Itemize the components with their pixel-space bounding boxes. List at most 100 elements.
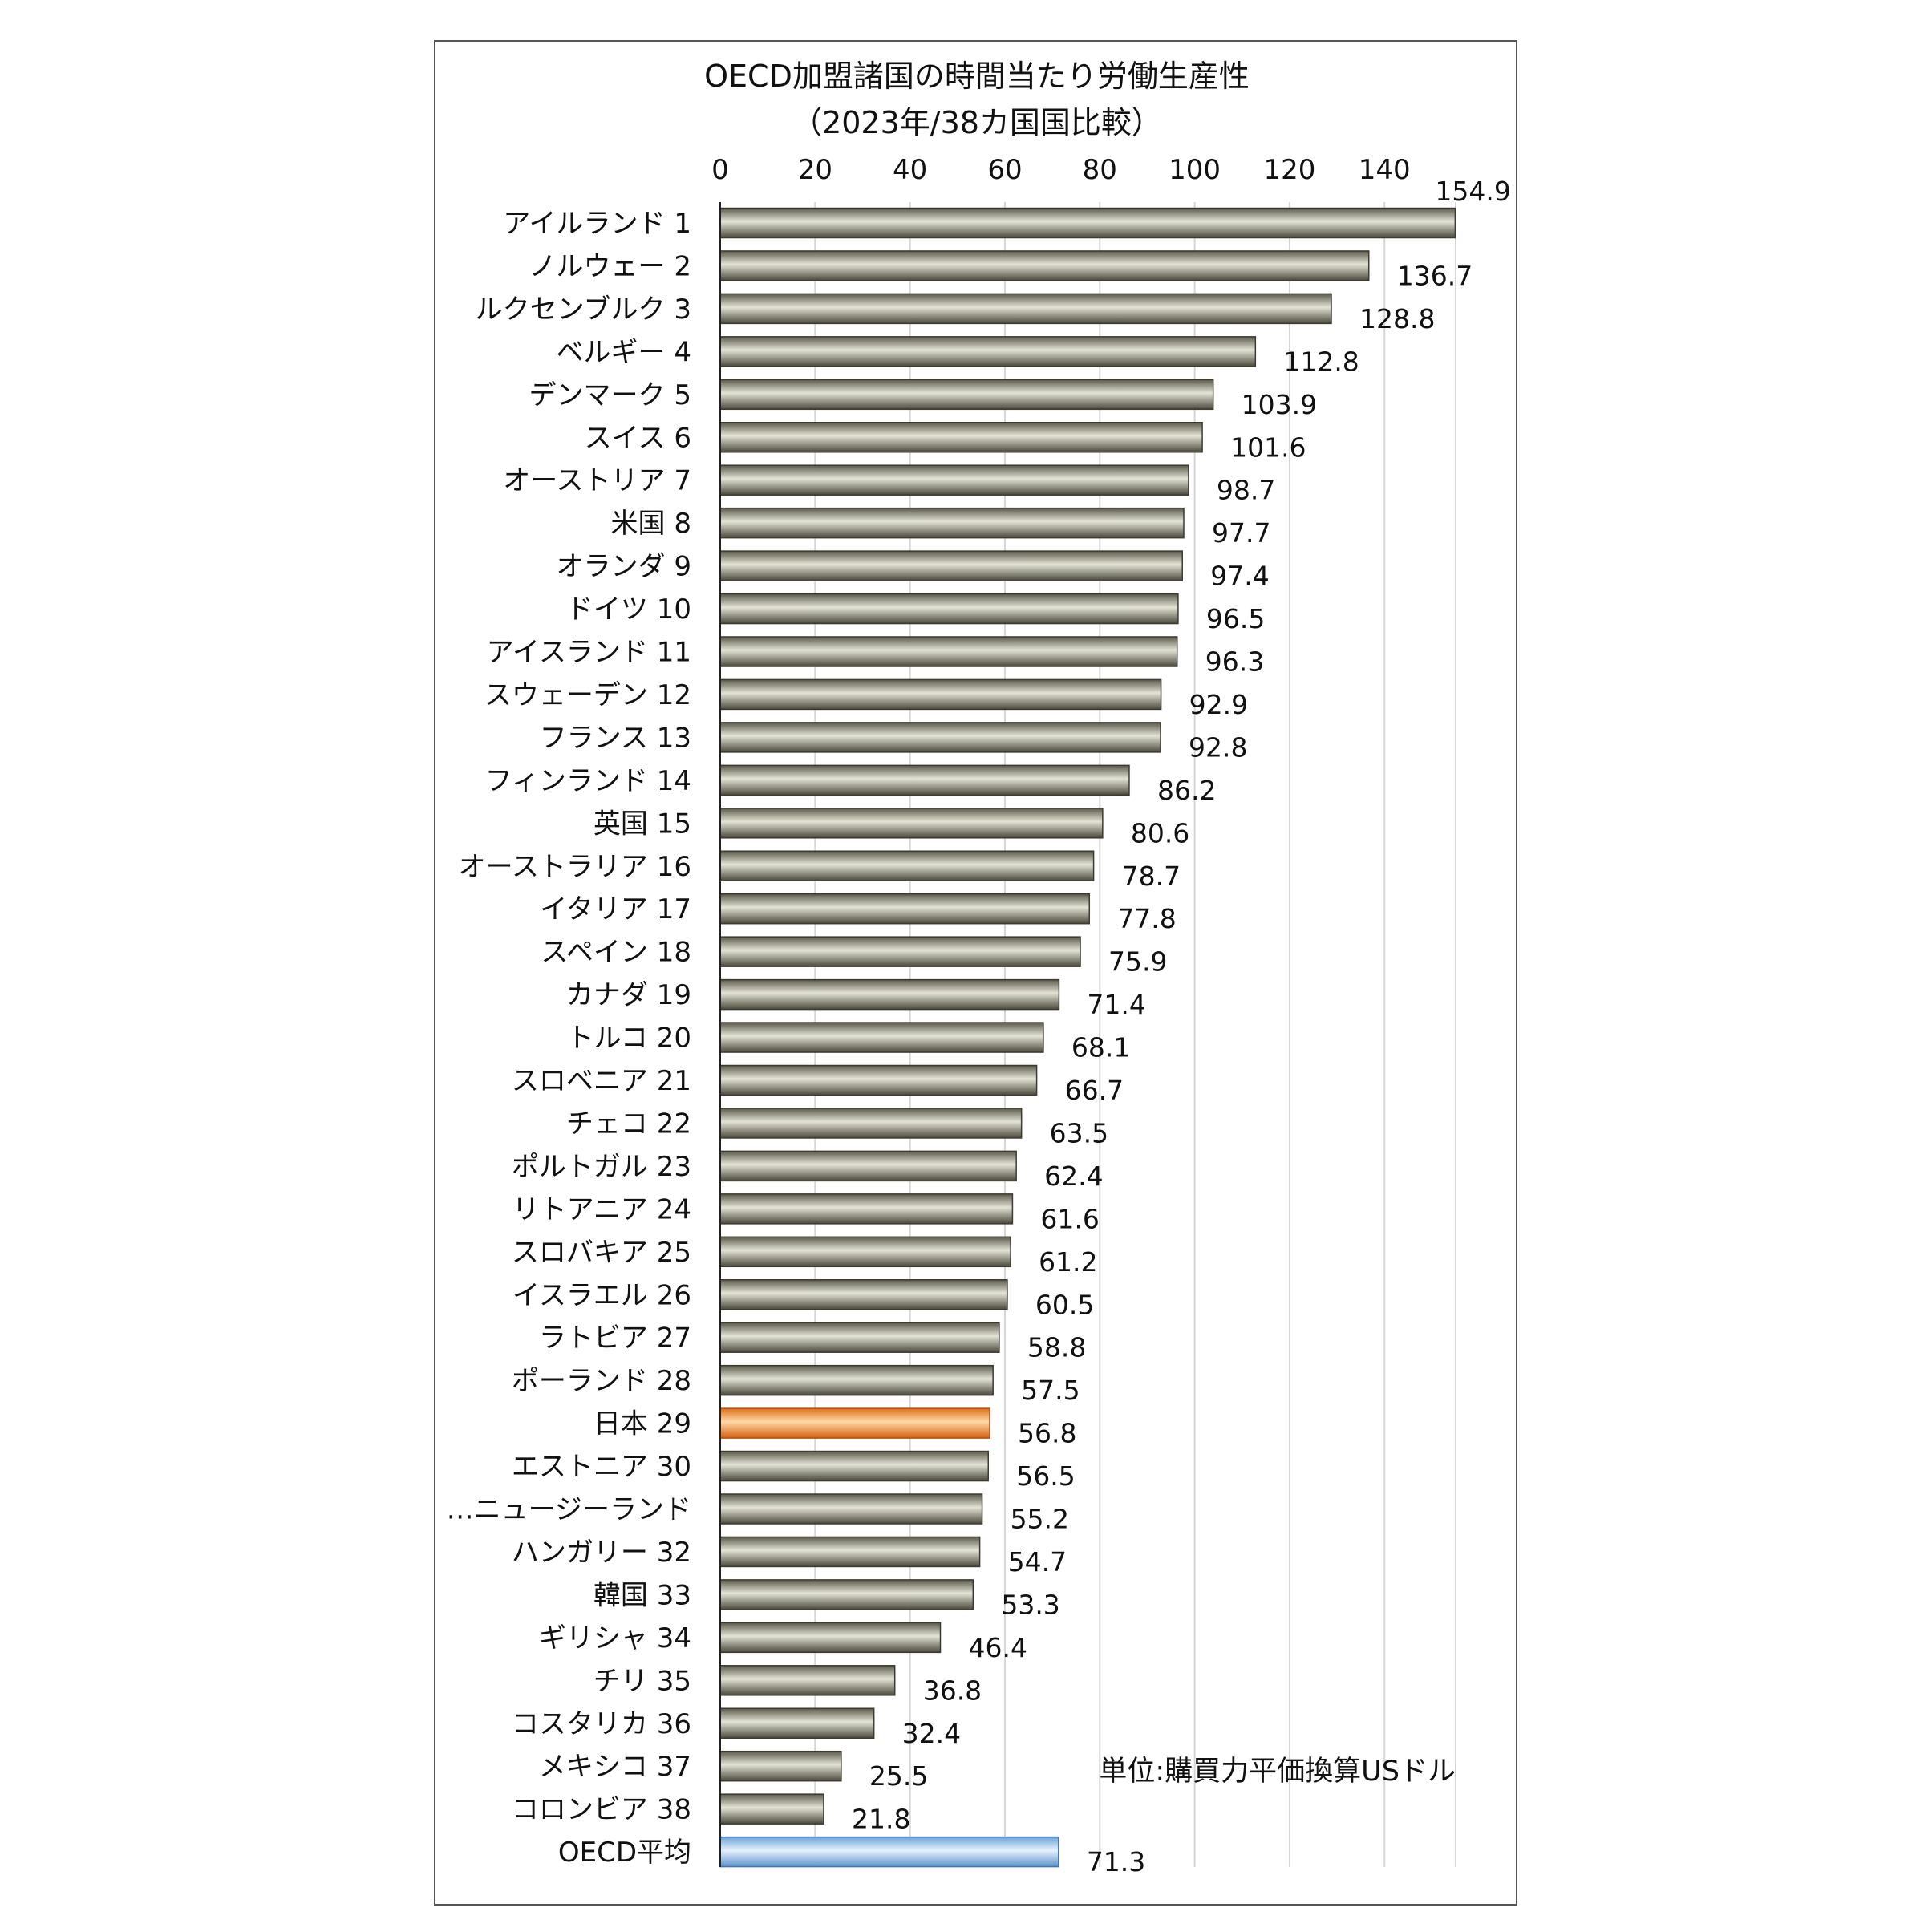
bar — [719, 1279, 1008, 1310]
category-label: デンマーク 5 — [529, 379, 691, 411]
category-label: スウェーデン 12 — [484, 679, 691, 711]
bar — [719, 1707, 875, 1739]
value-label: 96.5 — [1206, 603, 1265, 634]
category-label: ポルトガル 23 — [512, 1151, 691, 1183]
value-label: 32.4 — [902, 1718, 961, 1749]
value-label: 61.6 — [1040, 1203, 1099, 1234]
category-label: ラトビア 27 — [539, 1322, 691, 1355]
value-label: 25.5 — [869, 1760, 928, 1792]
category-label: OECD平均 — [558, 1837, 691, 1869]
category-label: オーストリア 7 — [503, 465, 691, 497]
category-label: エストニア 30 — [512, 1451, 691, 1483]
value-label: 63.5 — [1050, 1117, 1108, 1148]
x-tick-label: 120 — [1263, 154, 1315, 186]
value-label: 77.8 — [1117, 903, 1176, 934]
value-label: 58.8 — [1027, 1332, 1086, 1363]
bar — [719, 1322, 1000, 1353]
bar — [719, 1150, 1017, 1182]
bar — [719, 678, 1162, 711]
value-label: 103.9 — [1242, 389, 1317, 420]
value-label: 75.9 — [1108, 946, 1167, 978]
category-labels: アイルランド 1 ノルウェー 2 ルクセンブルク 3 ベルギー 4 デンマーク 5 スイス… — [447, 208, 691, 1869]
bar — [719, 422, 1203, 453]
category-label: チェコ 22 — [566, 1108, 691, 1140]
category-label: ベルギー 4 — [557, 336, 691, 368]
category-label: チリ 35 — [593, 1665, 691, 1697]
value-label: 92.8 — [1189, 731, 1247, 763]
value-label: 136.7 — [1397, 260, 1473, 291]
value-label: 56.5 — [1016, 1460, 1075, 1492]
category-label: 米国 8 — [611, 508, 691, 540]
bar — [719, 464, 1189, 496]
value-label: 112.8 — [1283, 346, 1359, 377]
category-label: ポーランド 28 — [512, 1365, 691, 1397]
x-tick-label: 80 — [1083, 154, 1117, 186]
category-label: リトアニア 24 — [512, 1193, 691, 1225]
value-label: 53.3 — [1001, 1589, 1059, 1620]
bar — [719, 250, 1370, 281]
bar — [719, 893, 1091, 925]
value-label: 101.6 — [1230, 431, 1306, 463]
bar — [719, 808, 1104, 839]
value-label: 57.5 — [1021, 1375, 1080, 1406]
value-label: 128.8 — [1359, 303, 1435, 334]
category-label: ノルウェー 2 — [529, 250, 691, 282]
bar — [719, 1236, 1011, 1268]
bar — [719, 1108, 1023, 1139]
bar — [719, 507, 1185, 539]
x-tick-label: 40 — [893, 154, 927, 186]
value-label: 71.4 — [1087, 989, 1145, 1020]
chart-subtitle: （2023年/38カ国国比較） — [792, 105, 1162, 140]
bar-chart: OECD加盟諸国の時間当たり労働生産性 （2023年/38カ国国比較） 0 20 4… — [447, 59, 1511, 1877]
category-label: 韓国 33 — [593, 1579, 691, 1611]
bar — [719, 722, 1161, 753]
bar — [719, 1536, 981, 1568]
value-label: 60.5 — [1035, 1289, 1094, 1320]
value-label: 78.7 — [1122, 861, 1181, 892]
category-label: スイス 6 — [585, 422, 691, 454]
value-label: 97.7 — [1212, 517, 1270, 549]
bar — [719, 1193, 1014, 1225]
category-label: スロベニア 21 — [512, 1065, 691, 1097]
value-label: 154.9 — [1435, 176, 1510, 207]
bar — [719, 593, 1179, 625]
category-label: フランス 13 — [540, 722, 691, 754]
category-label: トルコ 20 — [567, 1023, 691, 1055]
value-label: 56.8 — [1018, 1418, 1076, 1449]
chart-title: OECD加盟諸国の時間当たり労働生産性 — [704, 59, 1250, 94]
value-label: 97.4 — [1210, 561, 1269, 592]
bar — [719, 1064, 1038, 1096]
category-label: ギリシャ 34 — [539, 1622, 691, 1655]
x-tick-label: 60 — [987, 154, 1022, 186]
bar — [719, 1836, 1059, 1868]
bar — [719, 1407, 990, 1439]
bar — [719, 550, 1183, 581]
value-label: 71.3 — [1087, 1846, 1145, 1877]
value-label: 46.4 — [969, 1632, 1027, 1663]
value-label: 86.2 — [1157, 775, 1216, 806]
value-label: 55.2 — [1011, 1504, 1069, 1535]
value-label: 36.8 — [923, 1675, 982, 1706]
category-label: ルクセンブルク 3 — [476, 294, 691, 326]
category-label: 英国 15 — [593, 808, 691, 840]
value-label: 92.9 — [1189, 689, 1248, 720]
value-label: 21.8 — [852, 1804, 910, 1835]
bar — [719, 336, 1257, 367]
value-label: 80.6 — [1131, 817, 1189, 849]
bar — [719, 1493, 983, 1525]
x-tick-label: 100 — [1169, 154, 1221, 186]
value-label: 62.4 — [1044, 1160, 1103, 1192]
value-label: 66.7 — [1065, 1075, 1124, 1106]
bar — [719, 1022, 1044, 1053]
category-label: ドイツ 10 — [566, 593, 691, 626]
bar — [719, 1622, 942, 1654]
bar — [719, 379, 1214, 411]
bar — [719, 1364, 994, 1396]
category-label: アイスランド 11 — [487, 637, 691, 669]
bar — [719, 850, 1095, 881]
value-label: 68.1 — [1071, 1032, 1130, 1063]
category-label: スペイン 18 — [541, 937, 691, 969]
x-tick-label: 0 — [711, 154, 729, 186]
bar — [719, 1750, 842, 1782]
bar — [719, 1579, 974, 1610]
